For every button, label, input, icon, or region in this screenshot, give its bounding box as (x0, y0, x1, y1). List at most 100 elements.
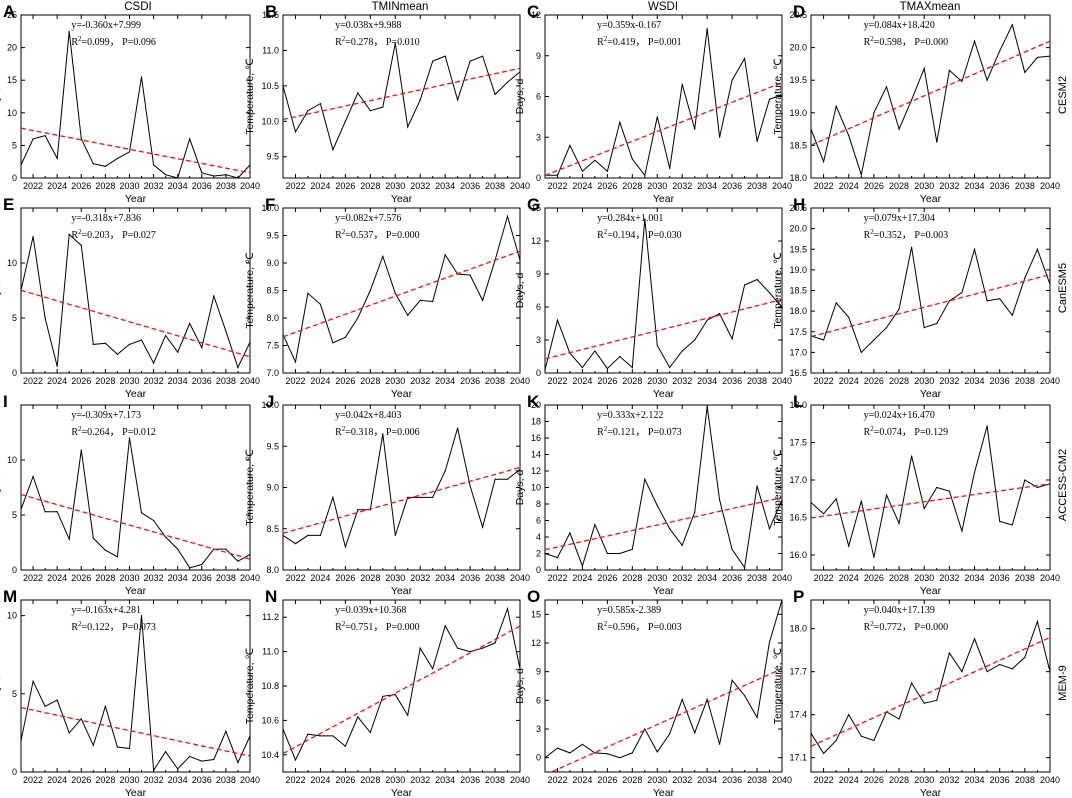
data-point (1036, 248, 1039, 250)
data-point (961, 291, 963, 294)
y-tick-label: 10 (7, 611, 17, 621)
r-squared-value: =0.772， P=0.000 (874, 622, 948, 633)
data-point (56, 365, 58, 367)
r-squared-value: =0.194， P=0.030 (607, 230, 681, 241)
data-point (56, 511, 58, 513)
y-tick-label: 6 (536, 92, 541, 102)
data-point (756, 485, 758, 487)
data-point (80, 244, 82, 246)
x-axis-title: Year (920, 388, 942, 400)
trend-equation: y=-0.360x+7.999 (71, 20, 141, 31)
data-point (116, 157, 119, 160)
data-point (294, 131, 297, 133)
y-tick-label: 7.5 (266, 341, 279, 351)
data-point (656, 751, 658, 753)
data-point (432, 668, 434, 670)
panel-l-frame (810, 404, 1051, 571)
column-title-wsdi: WSDI (648, 1, 678, 13)
x-tick-label: 2038 (1015, 573, 1035, 583)
x-tick-label: 2028 (889, 775, 909, 785)
y-tick-label: 0 (12, 565, 17, 575)
data-point (469, 274, 471, 276)
y-tick-label: 17.7 (789, 667, 807, 677)
x-tick-label: 2034 (168, 775, 188, 785)
data-point (1049, 55, 1051, 57)
y-tick-label: 8 (536, 499, 541, 509)
data-point (457, 647, 459, 649)
data-point (911, 682, 913, 684)
column-title-tmaxmean: TMAXmean (900, 1, 961, 13)
data-point (961, 671, 963, 673)
r-squared-and-p: R2=0.598， P=0.000 (864, 35, 949, 48)
trend-line-l (811, 483, 1050, 519)
data-point (619, 355, 621, 358)
data-point (835, 105, 837, 107)
data-point (444, 625, 446, 627)
data-point (225, 548, 227, 550)
data-point (382, 695, 384, 697)
x-tick-label: 2040 (772, 181, 792, 191)
data-point (594, 752, 596, 754)
data-point (848, 714, 850, 716)
y-axis-title: Days, d (0, 273, 2, 309)
x-tick-label: 2026 (597, 573, 617, 583)
x-tick-label: 2036 (990, 181, 1010, 191)
data-point (369, 110, 371, 112)
x-axis-title: Year (920, 585, 942, 597)
data-point (681, 698, 683, 700)
panel-letter-p: P (793, 587, 804, 606)
r-squared-value: =0.596， P=0.003 (607, 622, 681, 633)
trend-line-p (811, 636, 1050, 747)
x-tick-label: 2026 (864, 181, 884, 191)
data-point (1011, 24, 1013, 26)
x-tick-label: 2034 (965, 181, 985, 191)
data-point (822, 752, 825, 754)
r-squared-and-p: R2=0.203， P=0.027 (71, 228, 156, 241)
y-axis-title: Temperature, ℃ (772, 449, 784, 526)
data-point (731, 79, 733, 81)
x-axis-title: Year (653, 193, 675, 205)
data-point (332, 149, 334, 151)
x-tick-label: 2036 (192, 573, 212, 583)
data-point (128, 747, 131, 750)
data-point (781, 94, 783, 96)
r-squared-superscript: 2 (604, 35, 608, 43)
panel-letter-b: B (265, 2, 277, 21)
data-point (506, 81, 509, 83)
trend-line-k (545, 496, 782, 551)
x-tick-label: 2036 (460, 181, 480, 191)
x-tick-label: 2026 (864, 775, 884, 785)
data-point (481, 647, 484, 649)
data-point (1049, 671, 1051, 673)
data-point (32, 138, 34, 140)
data-point (469, 651, 471, 653)
panel-g-frame (544, 207, 783, 374)
data-point (986, 79, 988, 81)
data-point (80, 138, 82, 140)
data-point (152, 362, 155, 364)
y-tick-label: 25 (7, 10, 17, 20)
data-point (743, 694, 746, 697)
data-point (644, 174, 646, 176)
data-point (32, 475, 34, 478)
x-tick-label: 2030 (385, 376, 405, 386)
data-point (201, 563, 203, 566)
data-point (1024, 71, 1026, 73)
trend-line-d (811, 40, 1050, 146)
series-line-d (811, 23, 1050, 177)
data-point (656, 344, 658, 347)
r-symbol: R (335, 427, 342, 438)
x-tick-label: 2032 (672, 376, 692, 386)
y-tick-label: 11.0 (262, 647, 279, 657)
x-tick-label: 2022 (285, 775, 305, 785)
data-point (999, 663, 1001, 666)
x-tick-label: 2024 (47, 181, 67, 191)
data-point (756, 140, 758, 142)
row-labels: CESM2 CanESM5 ACCESS-CM2 MEM-9 (1057, 76, 1069, 701)
r-squared-value: =0.318， P=0.006 (345, 427, 419, 438)
r-squared-superscript: 2 (870, 425, 874, 433)
data-point (986, 671, 988, 673)
data-point (432, 60, 434, 62)
data-point (344, 120, 346, 122)
series-line-n (283, 606, 520, 762)
